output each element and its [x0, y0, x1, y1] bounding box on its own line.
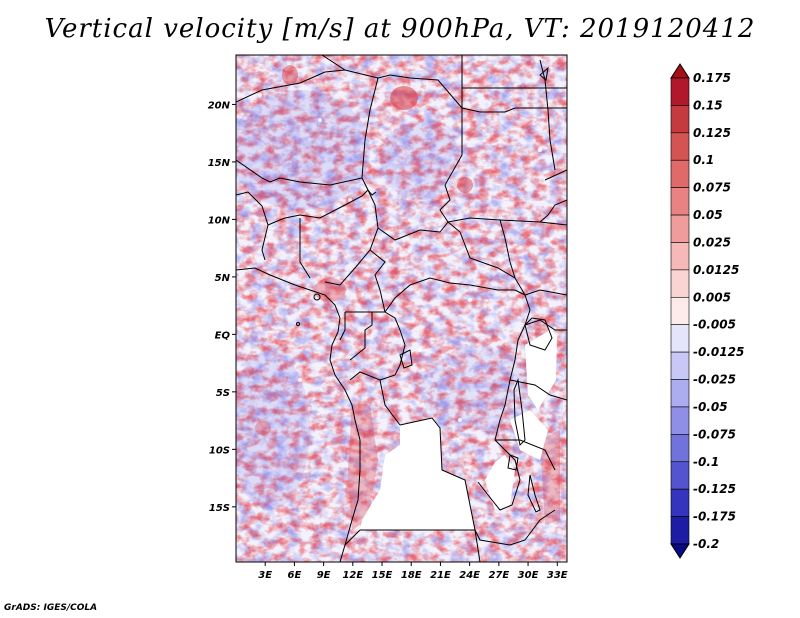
colorbar-label: 0.175	[693, 71, 731, 85]
colorbar-segment	[670, 461, 690, 490]
colorbar-label: -0.0125	[693, 345, 744, 359]
country-borders	[236, 55, 567, 562]
colorbar-segment	[670, 77, 690, 106]
colorbar-segment	[670, 296, 690, 326]
colorbar-segment	[670, 406, 690, 435]
colorbar-segment	[670, 269, 690, 298]
colorbar-segment	[670, 516, 690, 545]
colorbar-label: 0.0125	[693, 263, 739, 277]
lon-tick-label: 12E	[342, 570, 363, 581]
colorbar-segment	[670, 105, 690, 134]
lat-tick-label: 10N	[208, 215, 231, 226]
lon-tick-label: 9E	[317, 570, 331, 581]
lat-tick-label: EQ	[215, 330, 231, 341]
colorbar-label: 0.05	[693, 208, 723, 222]
lon-tick-label: 27E	[488, 570, 509, 581]
colorbar-label: -0.175	[693, 510, 736, 524]
colorbar-segment	[670, 214, 690, 243]
longitude-axis: 3E 6E 9E 12E 15E 18E 21E 24E 27E 30E 33E	[258, 562, 568, 581]
colorbar-max-arrow	[670, 63, 690, 79]
colorbar-segment	[670, 132, 690, 161]
lat-tick-label: 15S	[209, 503, 230, 514]
colorbar-label: 0.125	[693, 126, 731, 140]
latitude-axis: 20N 15N 10N 5N EQ 5S 10S 15S	[208, 100, 236, 514]
lon-tick-label: 24E	[459, 570, 480, 581]
colorbar-segment	[670, 242, 690, 271]
lat-tick-label: 10S	[209, 445, 230, 456]
colorbar-label: -0.005	[693, 318, 736, 332]
lon-tick-label: 6E	[288, 570, 302, 581]
colorbar-label: 0.005	[693, 290, 731, 304]
colorbar-label: -0.2	[693, 537, 719, 551]
colorbar-segment	[670, 324, 690, 353]
colorbar-segment	[670, 379, 690, 408]
colorbar-label: 0.025	[693, 235, 731, 249]
colorbar-label: -0.125	[693, 482, 736, 496]
lon-tick-label: 30E	[518, 570, 539, 581]
colorbar-segment	[670, 351, 690, 380]
lat-tick-label: 15N	[208, 158, 231, 169]
colorbar-label: -0.025	[693, 373, 736, 387]
colorbar-label: -0.05	[693, 400, 728, 414]
colorbar-label: 0.1	[693, 153, 714, 167]
lon-tick-label: 33E	[547, 570, 568, 581]
lon-tick-label: 18E	[401, 570, 422, 581]
lat-tick-label: 5S	[216, 388, 230, 399]
lon-tick-label: 21E	[430, 570, 451, 581]
lat-tick-label: 20N	[208, 100, 231, 111]
colorbar-segment	[670, 159, 690, 188]
map-frame	[235, 54, 568, 563]
vertical-velocity-field	[236, 55, 567, 562]
colorbar-segment	[670, 187, 690, 216]
colorbar-segment	[670, 434, 690, 463]
lat-tick-label: 5N	[215, 273, 231, 284]
lon-tick-label: 3E	[258, 570, 272, 581]
grads-credit: GrADS: IGES/COLA	[4, 603, 98, 613]
colorbar: 0.175 0.15 0.125 0.1 0.075 0.05 0.025 0.0125 0.0…	[670, 63, 744, 559]
colorbar-label: -0.1	[693, 455, 719, 469]
colorbar-segment	[670, 488, 690, 517]
colorbar-label: -0.075	[693, 427, 736, 441]
colorbar-label: 0.15	[693, 98, 723, 112]
lon-tick-label: 15E	[372, 570, 393, 581]
map-title: Vertical velocity [m/s] at 900hPa, VT: 2…	[44, 14, 756, 44]
colorbar-min-arrow	[670, 543, 690, 559]
colorbar-label: 0.075	[693, 181, 731, 195]
